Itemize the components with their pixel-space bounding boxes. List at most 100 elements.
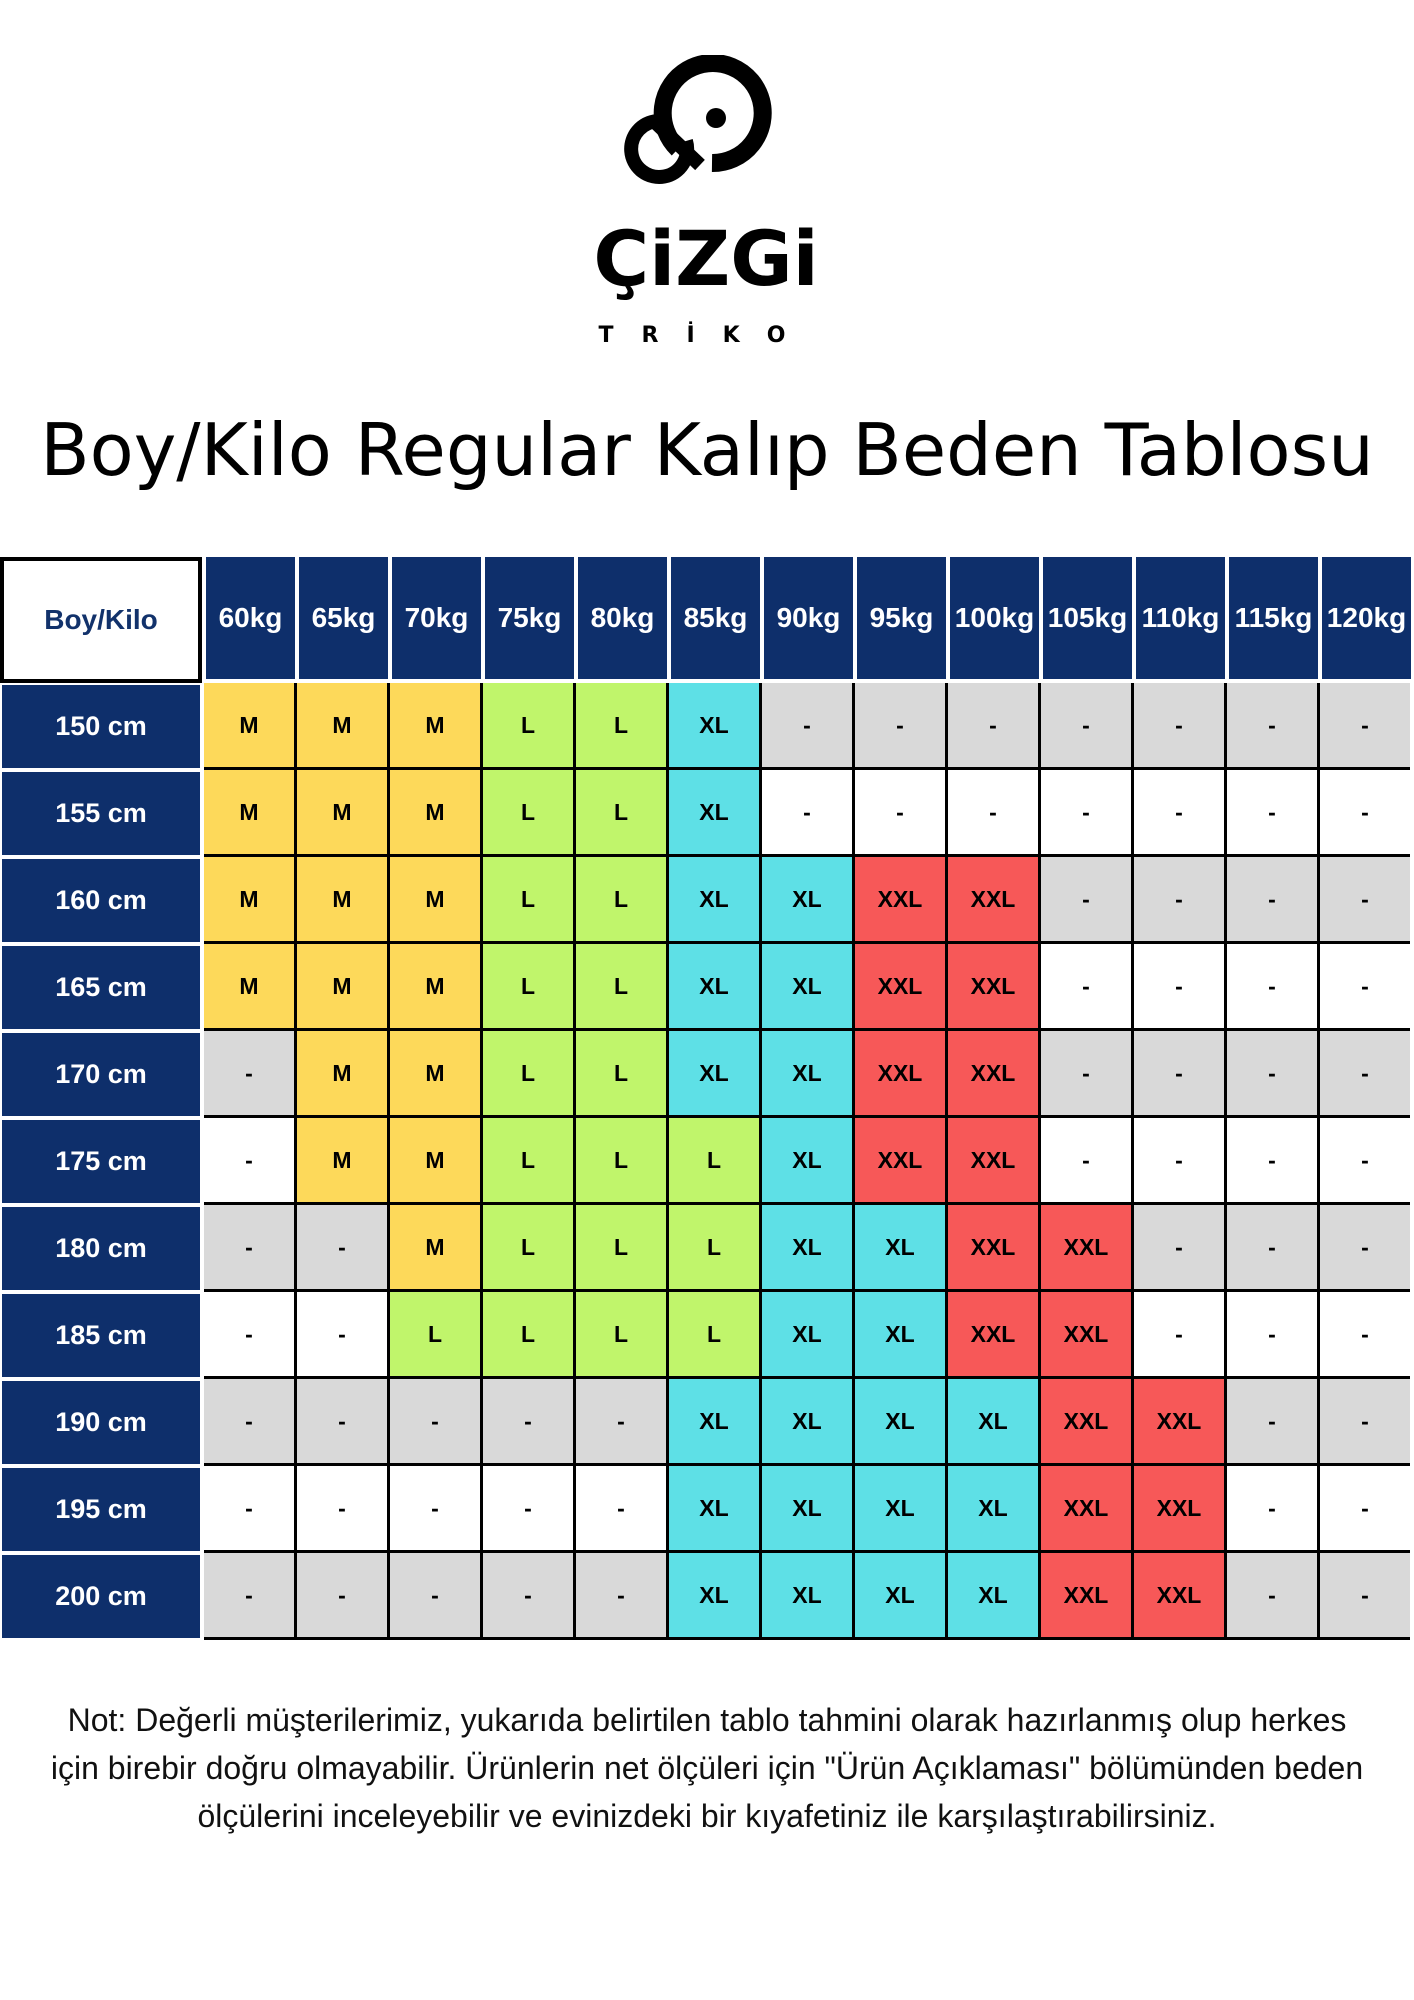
size-cell: XL <box>762 944 855 1028</box>
size-cell: XXL <box>1134 1466 1227 1550</box>
size-cell: XL <box>948 1553 1041 1637</box>
table-row: 160 cm M M M L L XL XL XXL XXL - - - - <box>0 857 1414 944</box>
weight-header: 105 kg <box>1043 557 1132 679</box>
size-cell: L <box>669 1292 762 1376</box>
height-label: 195 cm <box>2 1468 200 1551</box>
size-cell: - <box>297 1466 390 1550</box>
table-row: 180 cm - - M L L L XL XL XXL XXL - - - <box>0 1205 1414 1292</box>
weight-header: 115 kg <box>1229 557 1318 679</box>
size-cell: - <box>762 770 855 854</box>
height-label: 180 cm <box>2 1207 200 1290</box>
size-cell: - <box>297 1205 390 1289</box>
size-cell: - <box>1320 1031 1410 1115</box>
size-cell: M <box>204 944 297 1028</box>
size-cell: XL <box>762 1379 855 1463</box>
table-row: 170 cm - M M L L XL XL XXL XXL - - - - <box>0 1031 1414 1118</box>
size-cell: - <box>204 1292 297 1376</box>
weight-header: 60 kg <box>206 557 295 679</box>
weight-header: 110 kg <box>1136 557 1225 679</box>
size-cell: XL <box>855 1466 948 1550</box>
height-label: 200 cm <box>2 1555 200 1638</box>
size-cell: - <box>1227 1118 1320 1202</box>
size-cell: - <box>1227 1466 1320 1550</box>
size-cell: XL <box>669 683 762 767</box>
size-cell: XL <box>762 857 855 941</box>
size-cell: - <box>1227 1292 1320 1376</box>
size-cell: XXL <box>948 1292 1041 1376</box>
size-cell: XXL <box>855 857 948 941</box>
size-cell: - <box>1320 1292 1410 1376</box>
size-cell: M <box>297 683 390 767</box>
size-cell: L <box>576 944 669 1028</box>
size-cell: M <box>297 1118 390 1202</box>
size-cell: XL <box>669 1466 762 1550</box>
size-cell: XXL <box>1041 1553 1134 1637</box>
size-cell: XL <box>669 1031 762 1115</box>
size-cell: - <box>1320 770 1410 854</box>
size-cell: - <box>1041 1031 1134 1115</box>
size-cell: L <box>576 683 669 767</box>
size-cell: XL <box>855 1205 948 1289</box>
size-cell: M <box>390 683 483 767</box>
size-cell: - <box>390 1379 483 1463</box>
size-cell: - <box>1134 683 1227 767</box>
size-cell: M <box>297 770 390 854</box>
size-cell: XL <box>855 1553 948 1637</box>
weight-unit: kg <box>1001 602 1035 633</box>
size-cell: M <box>297 1031 390 1115</box>
weight-unit: kg <box>900 602 934 633</box>
weight-value: 75 <box>497 602 529 633</box>
size-cell: - <box>576 1379 669 1463</box>
height-label: 165 cm <box>2 946 200 1029</box>
size-cell: - <box>1320 1466 1410 1550</box>
size-cell: XXL <box>1041 1466 1134 1550</box>
size-cell: - <box>297 1553 390 1637</box>
size-cell: L <box>483 1292 576 1376</box>
size-cell: - <box>1227 1205 1320 1289</box>
size-cell: XL <box>855 1379 948 1463</box>
size-cell: L <box>483 770 576 854</box>
size-cell: - <box>204 1118 297 1202</box>
weight-unit: kg <box>1279 602 1313 633</box>
table-row: 185 cm - - L L L L XL XL XXL XXL - - - <box>0 1292 1414 1379</box>
page-title: Boy/Kilo Regular Kalıp Beden Tablosu <box>40 408 1374 492</box>
size-cell: L <box>483 944 576 1028</box>
size-cell: - <box>1134 770 1227 854</box>
size-cell: XXL <box>948 857 1041 941</box>
size-cell: XXL <box>1041 1292 1134 1376</box>
size-cell: XXL <box>1134 1379 1227 1463</box>
table-row: 190 cm - - - - - XL XL XL XL XXL XXL - - <box>0 1379 1414 1466</box>
weight-unit: kg <box>621 602 655 633</box>
size-cell: - <box>297 1292 390 1376</box>
size-cell: - <box>1134 1292 1227 1376</box>
size-cell: - <box>1227 770 1320 854</box>
size-cell: L <box>483 1118 576 1202</box>
size-cell: - <box>1134 1031 1227 1115</box>
size-cell: XL <box>669 1379 762 1463</box>
size-table: Boy/Kilo 60 kg 65 kg 70 kg 75 kg 80 kg 85 kg 90 kg 95 k… <box>0 557 1414 1640</box>
height-label: 170 cm <box>2 1033 200 1116</box>
size-cell: XL <box>762 1031 855 1115</box>
size-cell: - <box>1227 857 1320 941</box>
header-row: Boy/Kilo 60 kg 65 kg 70 kg 75 kg 80 kg 85 kg 90 kg 95 k… <box>0 557 1414 683</box>
size-cell: - <box>1041 1118 1134 1202</box>
weight-value: 95 <box>869 602 901 633</box>
size-cell: M <box>390 944 483 1028</box>
size-cell: - <box>1227 683 1320 767</box>
size-cell: - <box>1320 1118 1410 1202</box>
size-cell: XXL <box>855 1118 948 1202</box>
size-cell: - <box>390 1466 483 1550</box>
weight-value: 60 <box>218 602 250 633</box>
weight-unit: kg <box>528 602 562 633</box>
size-cell: XXL <box>855 1031 948 1115</box>
weight-unit: kg <box>435 602 469 633</box>
size-cell: M <box>204 770 297 854</box>
weight-value: 70 <box>404 602 436 633</box>
size-cell: - <box>297 1379 390 1463</box>
size-cell: - <box>204 1031 297 1115</box>
weight-unit: kg <box>1373 602 1407 633</box>
size-cell: M <box>390 1031 483 1115</box>
size-cell: XL <box>762 1553 855 1637</box>
size-cell: - <box>576 1466 669 1550</box>
size-cell: L <box>669 1118 762 1202</box>
